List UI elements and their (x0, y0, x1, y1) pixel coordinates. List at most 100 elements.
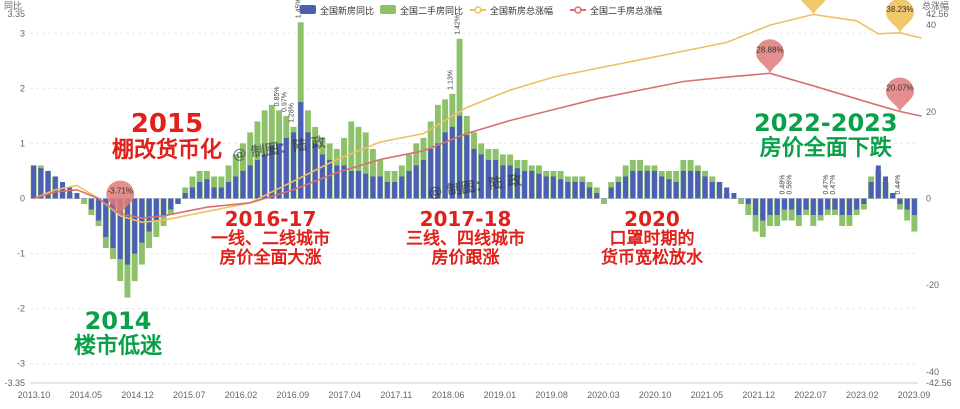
bar-new-home (731, 192, 737, 199)
legend-swatch (380, 5, 396, 14)
bar-new-home (442, 132, 448, 199)
bar-new-home (558, 179, 564, 199)
bar-second-hand (240, 143, 246, 199)
bar-new-home (428, 148, 434, 199)
annotation-2022-text: 房价全面下跌 (759, 135, 892, 161)
annotation-2020-year: 2020 (624, 207, 680, 231)
x-tick-label: 2016.02 (225, 390, 258, 400)
bar-new-home (327, 159, 333, 199)
bar-new-home (298, 102, 304, 199)
bar-new-home (305, 132, 311, 199)
x-tick-label: 2022.07 (794, 390, 827, 400)
annotation-2017-line1: 三线、四线城市 (406, 229, 525, 250)
bar-new-home (139, 198, 145, 243)
bar-new-home (695, 170, 701, 199)
bar-value-label: 0.56% (787, 175, 794, 195)
pin-marker (885, 77, 914, 112)
bar-new-home (81, 198, 87, 199)
y-left-tick-label: -3.35 (4, 378, 25, 388)
bar-new-home (103, 198, 109, 238)
legend-entry: 全国新房总涨幅 (490, 5, 553, 16)
x-tick-label: 2020.10 (639, 390, 672, 400)
y-left-tick-label: 1 (20, 138, 25, 148)
bar-second-hand (81, 198, 88, 205)
bar-new-home (630, 170, 636, 199)
y-right-tick-label: -42.56 (926, 378, 952, 388)
bar-second-hand (600, 198, 607, 205)
x-tick-label: 2021.05 (691, 390, 724, 400)
line-new-home-total (33, 13, 922, 224)
bar-new-home (276, 143, 282, 199)
bar-new-home (781, 198, 787, 210)
annotation-2015-text: 棚改货币化 (112, 138, 223, 164)
bar-new-home (745, 198, 751, 205)
annotation-2017-year: 2017-18 (419, 207, 512, 231)
x-tick-label: 2023.02 (846, 390, 879, 400)
bar-new-home (911, 198, 917, 216)
bar-second-hand (730, 198, 737, 199)
bar-new-home (189, 187, 195, 199)
bar-value-label: 1.28% (289, 103, 296, 123)
pin-marker (885, 0, 914, 33)
bar-new-home (514, 168, 520, 199)
pin-marker (756, 39, 784, 74)
y-left-tick-label: -2 (17, 304, 25, 314)
bar-new-home (168, 198, 174, 210)
legend-swatch (300, 5, 316, 14)
annotation-2017-line2: 房价跟涨 (431, 248, 500, 269)
bar-new-home (702, 176, 708, 199)
x-tick-label: 2016.09 (277, 390, 310, 400)
bar-new-home (652, 170, 657, 199)
bar-value-label: 1.45% (296, 0, 303, 18)
y-left-tick-label: 3 (20, 28, 25, 38)
bar-new-home (420, 159, 426, 199)
y-right-tick-label: 0 (926, 194, 931, 204)
pin-marker (106, 180, 135, 215)
annotation-2020: 2020 口罩时期的 货币宽松放水 (601, 208, 703, 268)
bar-new-home (38, 168, 44, 199)
bar-new-home (392, 181, 398, 199)
bar-new-home (197, 181, 203, 199)
bar-new-home (861, 198, 867, 205)
legend[interactable]: 全国新房同比 全国二手房同比 全国新房总涨幅 全国二手房总涨幅 (300, 5, 662, 16)
legend-swatch-dot (474, 6, 482, 14)
y-left-tick-label: 0 (20, 194, 25, 204)
bar-new-home (52, 176, 58, 199)
bar-new-home (31, 165, 37, 199)
y-left-axis-title: 同比 (4, 0, 22, 11)
bar-new-home (161, 198, 167, 216)
bar-new-home (615, 181, 621, 199)
bar-value-label: 1.13% (447, 70, 454, 90)
bar-new-home (399, 176, 405, 199)
bar-new-home (587, 187, 592, 199)
bar-new-home (211, 187, 217, 199)
pin-label: -3.71% (108, 187, 133, 196)
bar-second-hand (369, 148, 376, 199)
x-tick-label: 2023.09 (898, 390, 931, 400)
bar-new-home (688, 170, 694, 199)
bar-new-home (608, 187, 614, 199)
bar-new-home (45, 170, 51, 199)
bar-new-home (579, 181, 585, 199)
bar-value-label: 0.44% (895, 175, 902, 195)
pins: -3.71%42.46%28.88%38.23%20.07% (106, 0, 914, 215)
bar-new-home (262, 154, 268, 199)
bar-new-home (500, 165, 506, 199)
bar-new-home (370, 176, 376, 199)
bar-new-home (774, 198, 780, 216)
y-right-tick-label: 42.56 (926, 9, 949, 19)
pin-label: 20.07% (886, 83, 913, 92)
bar-new-home (875, 165, 881, 199)
bar-new-home (240, 170, 246, 199)
bar-new-home (854, 198, 860, 210)
bar-new-home (74, 192, 80, 199)
bar-new-home (543, 176, 549, 199)
annotation-2016: 2016-17 一线、二线城市 房价全面大涨 (211, 208, 330, 268)
annotation-2022-year: 2022-2023 (754, 109, 898, 137)
bar-new-home (839, 198, 845, 216)
bar-new-home (673, 181, 679, 199)
legend-swatch-dot (574, 6, 582, 14)
bar-new-home (464, 135, 470, 199)
annotation-2014: 2014 楼市低迷 (74, 308, 162, 360)
